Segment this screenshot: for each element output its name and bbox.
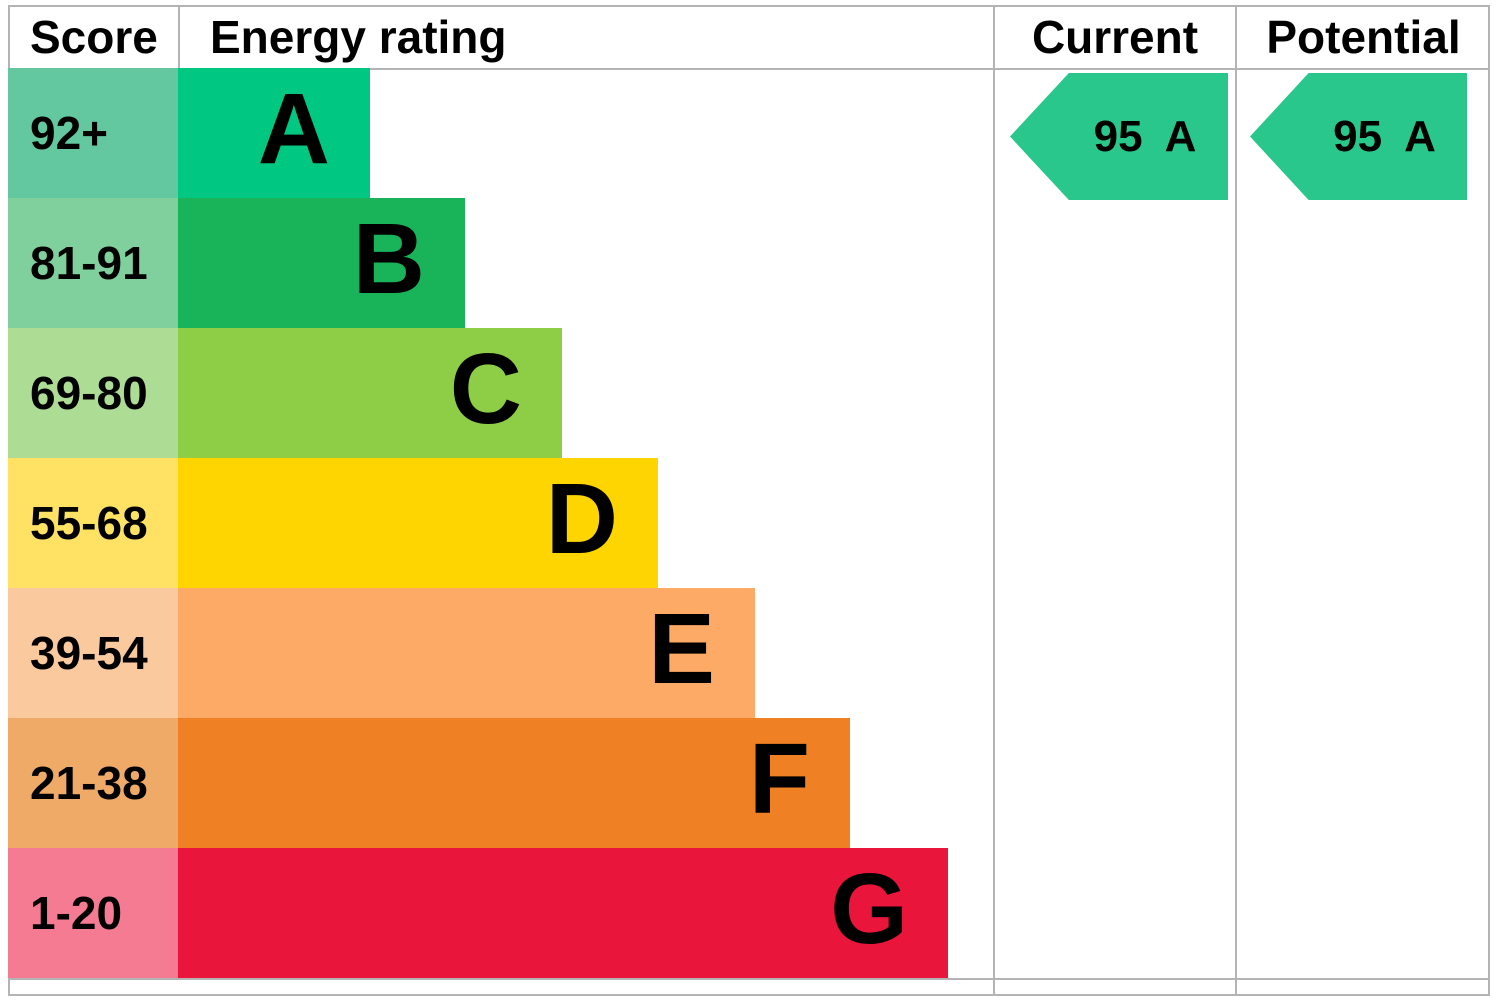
energy-rating-column-header: Energy rating <box>210 10 507 63</box>
current-column-divider <box>993 5 995 996</box>
potential-score-value: 95 <box>1333 111 1383 161</box>
band-bar-e: E <box>178 588 755 718</box>
potential-column-divider <box>1235 5 1237 996</box>
band-letter-c: C <box>449 333 522 445</box>
score-range-f: 21-38 <box>8 718 178 848</box>
score-column-divider <box>178 5 180 68</box>
score-range-d: 55-68 <box>8 458 178 588</box>
band-bar-f: F <box>178 718 850 848</box>
band-letter-e: E <box>648 593 715 705</box>
band-row-c: 69-80 C <box>8 328 1490 458</box>
current-band-letter: A <box>1164 111 1197 161</box>
current-score-value: 95 <box>1093 111 1143 161</box>
score-range-g: 1-20 <box>8 848 178 978</box>
band-bar-b: B <box>178 198 465 328</box>
bands-bottom-line <box>8 978 1490 980</box>
band-bar-c: C <box>178 328 562 458</box>
band-letter-b: B <box>352 203 425 315</box>
score-range-b: 81-91 <box>8 198 178 328</box>
band-row-b: 81-91 B <box>8 198 1490 328</box>
band-bar-g: G <box>178 848 948 978</box>
band-row-d: 55-68 D <box>8 458 1490 588</box>
current-column-header: Current <box>1031 10 1199 63</box>
band-letter-d: D <box>545 463 618 575</box>
score-range-a: 92+ <box>8 68 178 198</box>
header-divider-line <box>8 68 1490 70</box>
band-row-g: 1-20 G <box>8 848 1490 978</box>
score-range-e: 39-54 <box>8 588 178 718</box>
band-row-a: 92+ A <box>8 68 1490 198</box>
band-letter-f: F <box>748 723 810 835</box>
score-column-header: Score <box>30 10 158 63</box>
band-row-e: 39-54 E <box>8 588 1490 718</box>
score-range-c: 69-80 <box>8 328 178 458</box>
band-letter-a: A <box>257 73 330 185</box>
band-bar-d: D <box>178 458 658 588</box>
band-row-f: 21-38 F <box>8 718 1490 848</box>
potential-band-letter: A <box>1404 111 1436 161</box>
band-letter-g: G <box>830 853 908 965</box>
band-bar-a: A <box>178 68 370 198</box>
potential-column-header: Potential <box>1266 10 1461 63</box>
